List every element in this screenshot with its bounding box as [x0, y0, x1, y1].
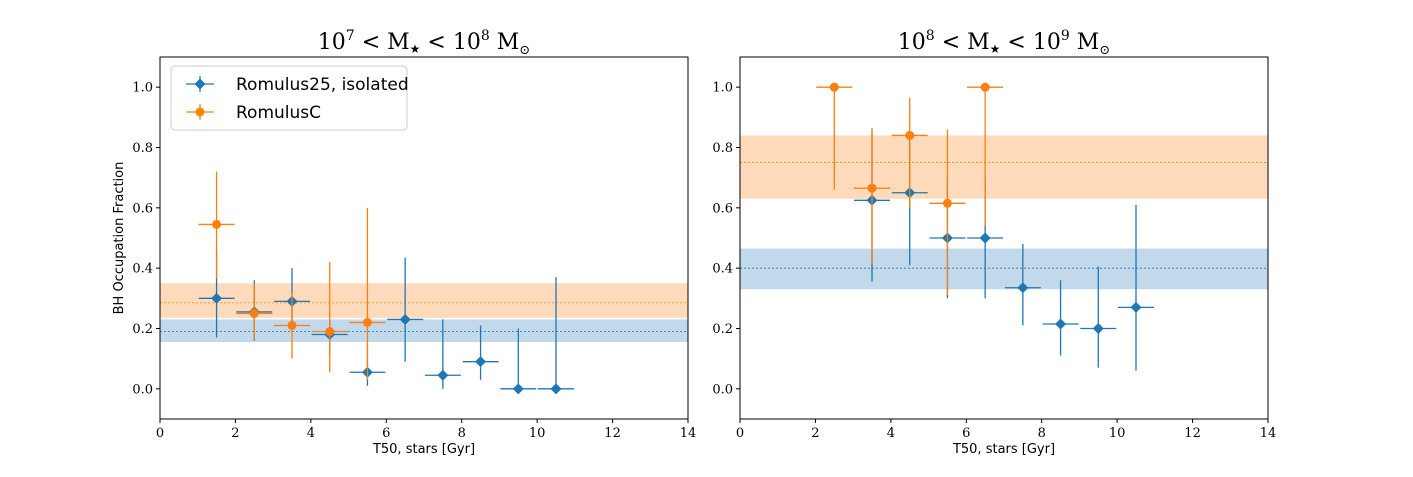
x-tick-label: 2 — [231, 426, 239, 441]
data-point-diamond — [437, 369, 449, 381]
data-point-circle — [829, 82, 839, 92]
x-tick-label: 10 — [529, 426, 546, 441]
title-part: 8 — [481, 28, 490, 44]
x-tick-label: 4 — [307, 426, 315, 441]
x-tick-label: 8 — [458, 426, 466, 441]
x-tick-label: 0 — [156, 426, 164, 441]
data-point-circle — [212, 219, 222, 229]
data-point-diamond — [512, 383, 524, 395]
data-point-circle — [905, 130, 915, 140]
band-romulus25 — [160, 319, 688, 343]
title-part: 7 — [346, 28, 355, 44]
x-tick-label: 6 — [382, 426, 390, 441]
title-part: < — [1000, 30, 1032, 55]
title-part: M — [490, 30, 520, 55]
data-point-circle — [980, 82, 990, 92]
title-part: M — [1070, 30, 1100, 55]
title-part: ★ — [990, 42, 1001, 56]
y-tick-label: 0.0 — [712, 382, 733, 397]
x-tick-label: 12 — [604, 426, 621, 441]
legend-marker-circle — [195, 107, 205, 117]
title-part: ⊙ — [1099, 43, 1110, 58]
data-point-circle — [362, 317, 372, 327]
data-point-diamond — [1092, 323, 1104, 334]
data-point-circle — [287, 320, 297, 330]
data-point-circle — [942, 198, 952, 208]
legend-label: RomulusC — [236, 103, 321, 123]
x-tick-label: 14 — [680, 426, 697, 441]
y-axis-label: BH Occupation Fraction — [112, 162, 127, 315]
data-point-diamond — [399, 313, 411, 325]
y-tick-label: 1.0 — [712, 81, 733, 96]
x-axis-label: T50, stars [Gyr] — [952, 442, 1055, 457]
title-part: ★ — [410, 42, 421, 56]
x-tick-label: 2 — [811, 426, 819, 441]
title-part: 8 — [926, 28, 935, 44]
y-tick-label: 0.4 — [712, 262, 733, 277]
x-tick-label: 6 — [962, 426, 970, 441]
y-tick-label: 1.0 — [132, 81, 153, 96]
y-tick-label: 0.4 — [132, 262, 153, 277]
title-part: 10 — [1033, 30, 1061, 55]
title-part: < — [420, 30, 452, 55]
data-point-diamond — [475, 356, 487, 368]
title-part: 10 — [453, 30, 481, 55]
legend-box — [170, 65, 408, 131]
title-part: 9 — [1061, 28, 1070, 44]
data-point-diamond — [979, 232, 991, 244]
data-point-diamond — [1017, 282, 1029, 294]
legend-label: Romulus25, isolated — [236, 75, 409, 95]
x-tick-label: 10 — [1109, 426, 1126, 441]
legend: Romulus25, isolated RomulusC — [170, 65, 409, 131]
band-romulus25 — [740, 248, 1268, 290]
plot-frame — [159, 56, 689, 420]
y-tick-label: 0.2 — [132, 322, 153, 337]
x-tick-label: 12 — [1184, 426, 1201, 441]
data-point-diamond — [1055, 318, 1067, 330]
title-part: 10 — [318, 30, 346, 55]
title-part: ⊙ — [519, 43, 530, 58]
y-tick-label: 0.2 — [712, 322, 733, 337]
x-axis-label: T50, stars [Gyr] — [372, 442, 475, 457]
data-point-circle — [867, 183, 877, 193]
data-point-diamond — [1130, 301, 1142, 313]
x-tick-label: 0 — [736, 426, 744, 441]
legend-marker-diamond — [194, 78, 206, 90]
y-tick-label: 0.8 — [712, 141, 733, 156]
chart-title: 108 < M★ < 109 M⊙ — [898, 28, 1110, 58]
data-point-diamond — [550, 383, 562, 395]
y-tick-label: 0.0 — [132, 382, 153, 397]
data-point-circle — [325, 327, 335, 337]
title-part: 10 — [898, 30, 926, 55]
x-tick-label: 8 — [1038, 426, 1046, 441]
band-romulusc — [160, 283, 688, 318]
y-tick-label: 0.6 — [712, 201, 733, 216]
x-tick-label: 4 — [887, 426, 895, 441]
x-tick-label: 14 — [1260, 426, 1277, 441]
plot-frame — [739, 56, 1269, 420]
y-tick-label: 0.6 — [132, 201, 153, 216]
title-part: < M — [355, 30, 410, 55]
chart-title: 107 < M★ < 108 M⊙ — [318, 28, 530, 58]
title-part: < M — [935, 30, 990, 55]
band-romulusc — [740, 135, 1268, 199]
y-tick-label: 0.8 — [132, 141, 153, 156]
data-point-diamond — [211, 292, 223, 304]
data-point-circle — [249, 308, 259, 318]
